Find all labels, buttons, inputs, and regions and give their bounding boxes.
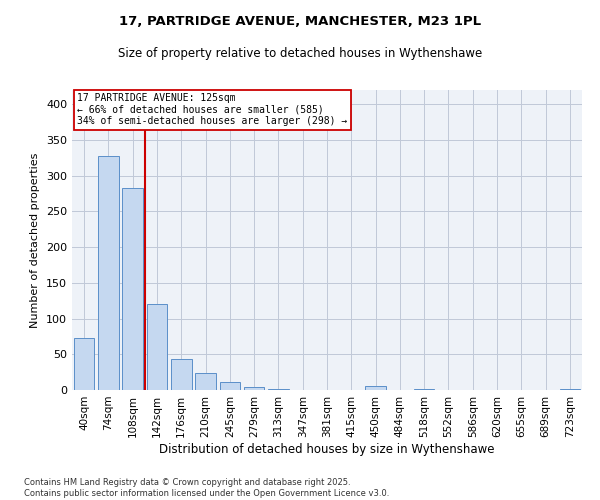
Bar	[244, 387, 265, 390]
Bar	[195, 373, 216, 390]
Bar	[171, 360, 191, 390]
Text: Size of property relative to detached houses in Wythenshawe: Size of property relative to detached ho…	[118, 48, 482, 60]
Bar	[74, 338, 94, 390]
X-axis label: Distribution of detached houses by size in Wythenshawe: Distribution of detached houses by size …	[159, 442, 495, 456]
Bar	[365, 386, 386, 390]
Bar	[122, 188, 143, 390]
Text: 17, PARTRIDGE AVENUE, MANCHESTER, M23 1PL: 17, PARTRIDGE AVENUE, MANCHESTER, M23 1P…	[119, 15, 481, 28]
Bar	[98, 156, 119, 390]
Text: 17 PARTRIDGE AVENUE: 125sqm
← 66% of detached houses are smaller (585)
34% of se: 17 PARTRIDGE AVENUE: 125sqm ← 66% of det…	[77, 93, 347, 126]
Bar	[220, 382, 240, 390]
Text: Contains HM Land Registry data © Crown copyright and database right 2025.
Contai: Contains HM Land Registry data © Crown c…	[24, 478, 389, 498]
Bar	[560, 388, 580, 390]
Y-axis label: Number of detached properties: Number of detached properties	[31, 152, 40, 328]
Bar	[146, 304, 167, 390]
